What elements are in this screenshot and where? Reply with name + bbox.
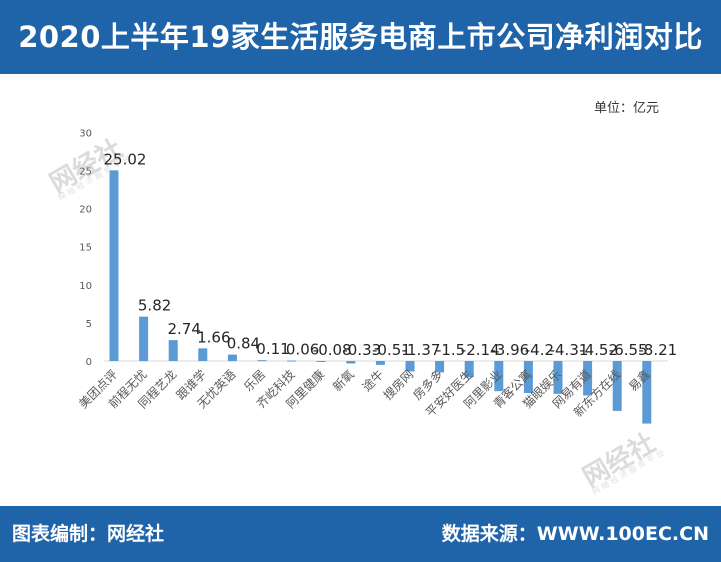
data-label: -0.08 bbox=[313, 341, 352, 359]
data-label: -6.55 bbox=[609, 341, 648, 359]
bar bbox=[464, 361, 474, 378]
bar bbox=[405, 361, 415, 372]
data-label: -8.21 bbox=[638, 341, 677, 359]
data-label: -3.96 bbox=[490, 341, 529, 359]
bar bbox=[553, 361, 563, 394]
bar bbox=[227, 354, 237, 361]
y-tick-label: 15 bbox=[79, 243, 92, 254]
title-bar: 2020上半年19家生活服务电商上市公司净利润对比 bbox=[0, 0, 721, 74]
data-label: -0.51 bbox=[372, 341, 411, 359]
bar bbox=[346, 361, 356, 364]
y-tick-label: 30 bbox=[79, 128, 92, 139]
bar bbox=[642, 361, 652, 424]
bar bbox=[523, 361, 533, 394]
bar bbox=[287, 360, 297, 362]
x-tick-label: 搜房网 bbox=[380, 367, 416, 403]
bar bbox=[168, 340, 178, 361]
data-label: 0.84 bbox=[227, 335, 260, 353]
footer-source: 数据来源：WWW.100EC.CN bbox=[441, 523, 709, 545]
data-label: -2.14 bbox=[461, 341, 500, 359]
data-label: 2.74 bbox=[167, 320, 200, 338]
y-tick-label: 25 bbox=[79, 167, 92, 178]
bar bbox=[494, 361, 504, 392]
data-label: -4.31 bbox=[550, 341, 589, 359]
data-label: -4.2 bbox=[525, 341, 554, 359]
y-tick-label: 20 bbox=[79, 205, 92, 216]
bar bbox=[316, 361, 326, 362]
chart-panel bbox=[0, 74, 721, 506]
footer-bar: 图表编制：网经社 数据来源：WWW.100EC.CN bbox=[0, 506, 721, 562]
bar bbox=[198, 348, 208, 361]
footer-editor: 图表编制：网经社 bbox=[12, 523, 165, 545]
y-tick-label: 10 bbox=[79, 281, 92, 292]
bar bbox=[109, 170, 119, 361]
bar bbox=[375, 361, 385, 365]
bar bbox=[435, 361, 445, 373]
y-tick-label: 0 bbox=[86, 357, 92, 368]
bar bbox=[139, 316, 149, 361]
bar bbox=[257, 360, 267, 362]
data-label: -1.37 bbox=[402, 341, 441, 359]
data-label: 25.02 bbox=[104, 150, 147, 168]
data-label: 5.82 bbox=[138, 297, 171, 315]
data-label: 0.11 bbox=[256, 340, 289, 358]
unit-label: 单位：亿元 bbox=[594, 101, 660, 116]
data-label: 1.66 bbox=[197, 328, 230, 346]
data-label: -0.33 bbox=[342, 341, 381, 359]
x-tick-label: 新氧 bbox=[329, 367, 357, 395]
data-label: 0.06 bbox=[286, 341, 319, 359]
bar bbox=[612, 361, 622, 411]
bar bbox=[583, 361, 593, 396]
y-tick-label: 5 bbox=[86, 319, 92, 330]
data-label: -1.5 bbox=[436, 341, 465, 359]
chart-title: 2020上半年19家生活服务电商上市公司净利润对比 bbox=[18, 20, 703, 54]
data-label: -4.52 bbox=[579, 341, 618, 359]
